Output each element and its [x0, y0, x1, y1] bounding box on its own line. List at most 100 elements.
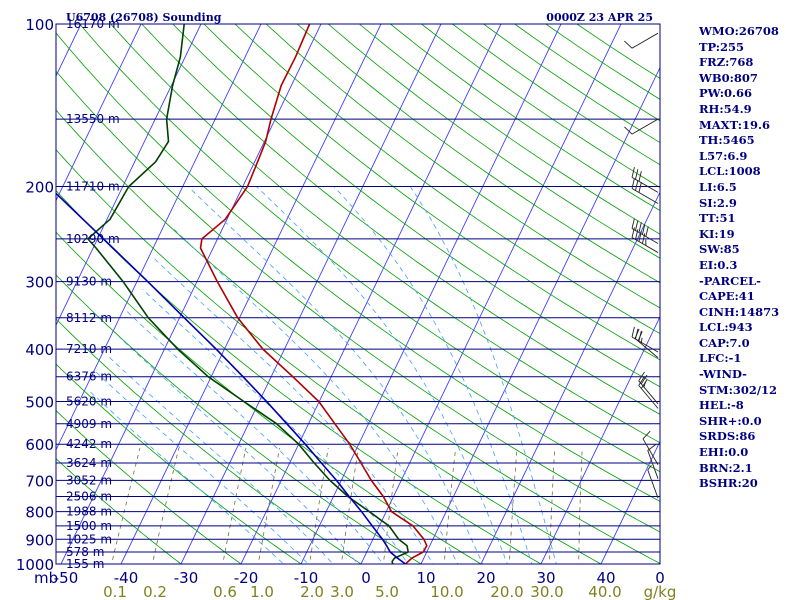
height-label: 13550 m	[66, 112, 120, 126]
moist-adiabat	[119, 336, 359, 564]
height-label: 10290 m	[66, 232, 120, 246]
moist-adiabat	[95, 371, 309, 564]
mixing-ratio-line	[340, 448, 359, 564]
moist-adiabat	[126, 310, 384, 564]
moist-adiabat	[90, 391, 285, 564]
temperature-tick-label: 10	[416, 569, 435, 587]
mixing-ratio-lines	[111, 448, 583, 564]
height-label: 1500 m	[66, 519, 112, 533]
sounding-index: EI:0.3	[699, 257, 738, 272]
temperature-tick-label: -20	[234, 569, 259, 587]
sounding-index: FRZ:768	[699, 55, 754, 70]
wind-barb-flag	[638, 222, 642, 233]
isotherm	[600, 440, 660, 564]
chart-title: U6708 (26708) Sounding	[66, 11, 222, 24]
mixing-ratio-line	[222, 448, 247, 564]
sounding-index: CAPE:41	[699, 289, 755, 304]
mixing-ratio-line	[578, 448, 583, 564]
wind-barb-flag	[637, 331, 643, 342]
mixing-ratio-tick-label: 40.0	[588, 583, 621, 600]
pressure-tick-label: 400	[25, 341, 54, 359]
mixing-ratio-line	[382, 448, 399, 564]
pressure-unit-label: mb	[34, 569, 58, 587]
isotherm	[120, 24, 382, 564]
height-label: 1025 m	[66, 532, 112, 546]
wind-barb	[642, 430, 659, 465]
mixing-ratio-line	[309, 448, 329, 564]
wind-barb-staff	[631, 176, 659, 193]
sounding-index: LCL:1008	[699, 164, 761, 179]
pressure-tick-label: 500	[25, 393, 54, 411]
moist-adiabat	[187, 186, 484, 564]
temperature-tick-label: -10	[294, 569, 319, 587]
chart-time: 0000Z 23 APR 25	[546, 11, 653, 24]
mixing-ratio-tick-label: 0.2	[143, 583, 167, 600]
moist-adiabat	[409, 186, 557, 564]
sounding-index: -WIND-	[699, 367, 747, 382]
pressure-tick-label: 100	[25, 16, 54, 34]
dry-adiabat	[56, 32, 660, 502]
wind-barb-flag	[647, 465, 652, 471]
wind-barb-flag	[631, 227, 635, 238]
height-label: 578 m	[66, 545, 104, 559]
wind-barb-flag	[640, 379, 648, 389]
sounding-index: SRDS:86	[699, 429, 756, 444]
height-label: 7210 m	[66, 342, 112, 356]
sounding-index: PW:0.66	[699, 86, 753, 101]
moist-adiabat	[106, 354, 334, 564]
sounding-index: EHI:0.0	[699, 445, 749, 460]
wind-barb	[624, 32, 659, 49]
wind-barb-flag	[645, 226, 649, 237]
wind-barb-flag	[641, 224, 646, 235]
height-label: 11710 m	[66, 180, 120, 194]
height-label: 4242 m	[66, 437, 112, 451]
temperature-tick-label: 20	[476, 569, 495, 587]
wind-barb	[638, 376, 659, 409]
mixing-ratio-tick-label: 10.0	[430, 583, 463, 600]
wind-barb-flag	[635, 169, 639, 180]
sounding-traces	[56, 24, 428, 564]
mixing-ratio-line	[443, 448, 456, 564]
isotherm	[480, 191, 660, 564]
wind-barb	[647, 443, 659, 479]
sounding-index: HEL:-8	[699, 398, 744, 413]
temperature-tick-label: -30	[174, 569, 199, 587]
mixing-ratio-tick-label: 20.0	[490, 583, 523, 600]
sounding-index: BSHR:20	[699, 476, 758, 491]
sounding-index: LI:6.5	[699, 179, 737, 194]
isotherm	[420, 66, 660, 564]
temperature-tick-label: -40	[114, 569, 139, 587]
sounding-index: SHR+:0.0	[699, 413, 762, 428]
temperature-tick-label: 30	[536, 569, 555, 587]
wind-barb-flag	[638, 171, 642, 182]
dry-adiabat	[56, 109, 660, 564]
dry-adiabat	[79, 24, 660, 473]
wind-barb-flag	[631, 167, 635, 178]
temperature-tick-label: 0	[655, 569, 665, 587]
dry-adiabat	[56, 410, 242, 564]
sounding-index: KI:19	[699, 226, 735, 241]
wind-barb-flag	[638, 371, 645, 382]
wind-barb-staff	[631, 118, 659, 135]
isotherm	[540, 315, 660, 564]
wind-barb-flag	[635, 229, 639, 240]
sounding-index: WB0:807	[699, 70, 758, 85]
moist-adiabat-lines	[90, 186, 557, 564]
wind-barb-flag	[641, 233, 646, 244]
mixing-ratio-line	[549, 448, 556, 564]
height-label: 9130 m	[66, 275, 112, 289]
moist-adiabat	[152, 256, 434, 564]
height-label: 5620 m	[66, 394, 112, 408]
wind-barb-staff	[642, 438, 659, 465]
temperature-tick-label: 0	[361, 569, 371, 587]
isotherm	[56, 24, 202, 327]
wind-barb	[624, 118, 659, 135]
sounding-index: BRN:2.1	[699, 460, 753, 475]
sounding-indices-list: WMO:26708 TP:255 FRZ:768 WB0:807 PW:0.66 RH:5…	[699, 24, 779, 492]
pressure-tick-label: 800	[25, 504, 54, 522]
isotherm	[60, 24, 322, 564]
sounding-index: RH:54.9	[699, 101, 752, 116]
temperature-tick-label: -50	[54, 569, 79, 587]
